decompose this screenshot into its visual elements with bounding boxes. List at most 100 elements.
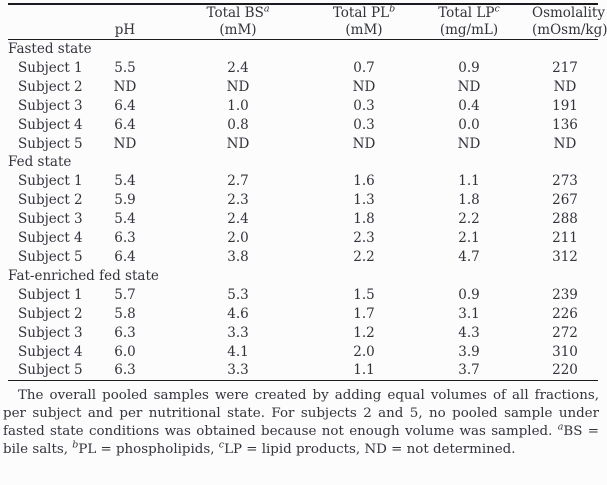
cell-value: 5.8 (114, 305, 136, 322)
table-row: Subject 1 5.7 5.3 1.5 0.9 239 (8, 286, 598, 305)
cell-value: ND (553, 135, 577, 152)
cell-value: 3.7 (458, 362, 480, 379)
table-row: Subject 4 6.0 4.1 2.0 3.9 310 (8, 343, 598, 362)
cell-value: 6.0 (114, 343, 136, 360)
table-rules: pH Total BSa (mM) Total PLb (mM) Total L… (8, 3, 607, 382)
cell-value: ND (113, 78, 137, 95)
cell-value: 211 (552, 230, 578, 247)
cell-value: 1.0 (227, 97, 249, 114)
data-table: pH Total BSa (mM) Total PLb (mM) Total L… (8, 4, 607, 381)
cell-value: ND (352, 135, 376, 152)
cell-value: 2.2 (353, 248, 375, 265)
cell-value: 1.5 (353, 286, 375, 303)
cell-value: 310 (552, 343, 578, 360)
cell-value: 272 (552, 324, 578, 341)
cell-value: 3.3 (227, 362, 249, 379)
col-header-total-pl: Total PLb (mM) (322, 4, 406, 40)
table-row: Subject 5 6.4 3.8 2.2 4.7 312 (8, 248, 598, 267)
table-row: Subject 5 ND ND ND ND ND (8, 135, 598, 154)
cell-value: 0.8 (227, 116, 249, 133)
cell-value: ND (113, 135, 137, 152)
cell-value: 2.2 (458, 211, 480, 228)
cell-value: ND (226, 135, 250, 152)
table-row: Subject 3 6.4 1.0 0.3 0.4 191 (8, 97, 598, 116)
cell-value: 1.6 (353, 173, 375, 190)
row-label: Subject 3 (18, 211, 83, 228)
table-header: pH Total BSa (mM) Total PLb (mM) Total L… (8, 4, 607, 40)
cell-value: ND (352, 78, 376, 95)
cell-value: 2.7 (227, 173, 249, 190)
cell-value: ND (226, 78, 250, 95)
cell-value: 5.4 (114, 211, 136, 228)
row-label: Subject 3 (18, 324, 83, 341)
table-row: Subject 4 6.3 2.0 2.3 2.1 211 (8, 229, 598, 248)
cell-value: 3.1 (458, 305, 480, 322)
cell-value: 5.3 (227, 286, 249, 303)
cell-value: 2.0 (227, 230, 249, 247)
col-header-total-lp: Total LPc (mg/mL) (406, 4, 532, 40)
cell-value: 136 (552, 116, 578, 133)
group-label: Fasted state (8, 41, 92, 57)
table-row: Subject 5 6.3 3.3 1.1 3.7 220 (8, 361, 598, 380)
table-row: Subject 4 6.4 0.8 0.3 0.0 136 (8, 116, 598, 135)
cell-value: 2.1 (458, 230, 480, 247)
row-label: Subject 1 (18, 59, 83, 76)
cell-value: 2.4 (227, 211, 249, 228)
cell-value: ND (553, 78, 577, 95)
table-row: Subject 2 5.8 4.6 1.7 3.1 226 (8, 305, 598, 324)
cell-value: 0.9 (458, 59, 480, 76)
cell-value: 5.7 (114, 286, 136, 303)
row-label: Subject 2 (18, 192, 83, 209)
cell-value: 312 (552, 248, 578, 265)
cell-value: 4.7 (458, 248, 480, 265)
cell-value: 6.3 (114, 362, 136, 379)
cell-value: 1.3 (353, 192, 375, 209)
cell-value: ND (457, 135, 481, 152)
group-label: Fed state (8, 154, 72, 171)
row-label: Subject 5 (18, 135, 83, 152)
cell-value: 6.4 (114, 248, 136, 265)
cell-value: 4.3 (458, 324, 480, 341)
table-body: Fasted state Subject 1 5.5 2.4 0.7 0.9 217 Subj… (8, 40, 598, 381)
cell-value: 1.1 (353, 362, 375, 379)
cell-value: 0.7 (353, 59, 375, 76)
col-header-total-bs: Total BSa (mM) (154, 4, 322, 40)
footnote-superscript: a (557, 421, 564, 433)
cell-value: 217 (552, 59, 578, 76)
cell-value: 226 (552, 305, 578, 322)
cell-value: 5.4 (114, 173, 136, 190)
group-label-row: Fed state (8, 153, 598, 172)
row-label: Subject 2 (18, 305, 83, 322)
cell-value: 5.9 (114, 192, 136, 209)
table-row: Subject 1 5.4 2.7 1.6 1.1 273 (8, 172, 598, 191)
cell-value: 2.4 (227, 59, 249, 76)
cell-value: 0.9 (458, 286, 480, 303)
row-label: Subject 1 (18, 286, 83, 303)
cell-value: 2.3 (227, 192, 249, 209)
footnote-superscript: c (218, 439, 225, 451)
row-label: Subject 1 (18, 173, 83, 190)
cell-value: 4.1 (227, 343, 249, 360)
table-row: Subject 2 ND ND ND ND ND (8, 78, 598, 97)
cell-value: 3.3 (227, 324, 249, 341)
table-row: Subject 1 5.5 2.4 0.7 0.9 217 (8, 59, 598, 78)
cell-value: 220 (552, 362, 578, 379)
cell-value: 0.0 (458, 116, 480, 133)
cell-value: 1.8 (458, 192, 480, 209)
cell-value: 4.6 (227, 305, 249, 322)
cell-value: 2.0 (353, 343, 375, 360)
row-label: Subject 3 (18, 97, 83, 114)
table-row: Subject 3 5.4 2.4 1.8 2.2 288 (8, 210, 598, 229)
col-header-osmolality: Osmolality (mOsm/kg) (532, 5, 607, 40)
header-row: pH Total BSa (mM) Total PLb (mM) Total L… (8, 4, 607, 40)
table-row: Subject 2 5.9 2.3 1.3 1.8 267 (8, 191, 598, 210)
cell-value: 0.3 (353, 97, 375, 114)
cell-value: 1.7 (353, 305, 375, 322)
row-label: Subject 4 (18, 343, 83, 360)
row-label: Subject 4 (18, 116, 83, 133)
cell-value: 3.8 (227, 248, 249, 265)
row-label: Subject 5 (18, 248, 83, 265)
row-label: Subject 4 (18, 230, 83, 247)
cell-value: 6.4 (114, 116, 136, 133)
